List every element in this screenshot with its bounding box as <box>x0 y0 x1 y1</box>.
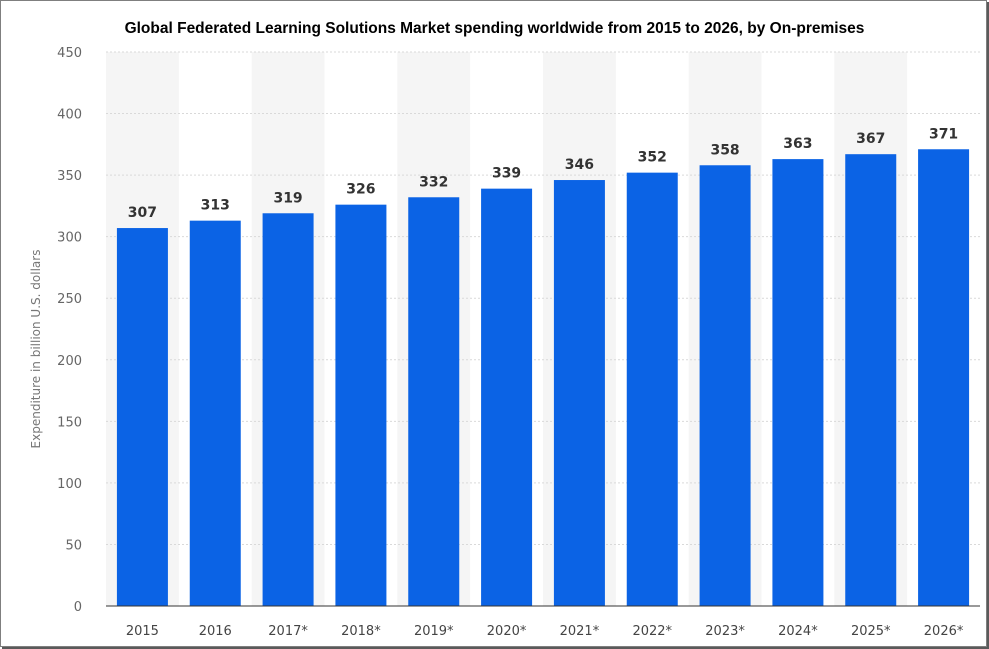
value-label: 371 <box>929 126 958 142</box>
x-tick-label: 2015 <box>126 624 159 639</box>
bar <box>408 197 460 606</box>
x-tick-label: 2018* <box>341 624 381 639</box>
y-tick-label: 350 <box>57 169 82 184</box>
value-label: 339 <box>492 166 521 182</box>
y-axis-ticks: 0 50 100 150 200 250 300 350 400 450 <box>57 46 82 615</box>
y-tick-label: 400 <box>57 108 82 123</box>
bar <box>262 213 314 606</box>
y-tick-label: 200 <box>57 354 82 369</box>
gridlines <box>106 51 980 545</box>
bar <box>626 172 678 606</box>
y-tick-label: 300 <box>57 231 82 246</box>
value-label: 363 <box>783 136 812 152</box>
x-tick-label: 2021* <box>560 624 600 639</box>
bar <box>335 204 387 606</box>
value-label: 326 <box>346 182 375 198</box>
value-label: 367 <box>856 131 885 147</box>
x-axis-ticks: 2015 2016 2017* 2018* 2019* 2020* 2021* 2022* 20… <box>126 624 964 639</box>
x-tick-label: 2024* <box>778 624 818 639</box>
value-label: 313 <box>201 198 230 214</box>
bar <box>699 165 751 607</box>
y-tick-label: 50 <box>65 538 82 553</box>
value-label: 307 <box>128 205 157 221</box>
x-tick-label: 2023* <box>705 624 745 639</box>
y-tick-label: 150 <box>57 415 82 430</box>
bar <box>845 154 897 606</box>
value-label: 352 <box>638 150 667 166</box>
value-label: 358 <box>710 142 739 158</box>
bar <box>481 188 533 607</box>
value-label: 319 <box>273 190 302 206</box>
bar <box>918 149 970 606</box>
value-labels: 307 313 319 326 332 339 346 352 358 363 367 371 <box>128 126 958 221</box>
y-tick-label: 100 <box>57 477 82 492</box>
x-tick-label: 2016 <box>199 624 232 639</box>
bar <box>772 159 824 606</box>
y-tick-label: 250 <box>57 292 82 307</box>
bar <box>116 228 168 606</box>
x-tick-label: 2017* <box>268 624 308 639</box>
x-tick-label: 2026* <box>924 624 964 639</box>
y-tick-label: 0 <box>74 600 82 615</box>
x-tick-label: 2022* <box>632 624 672 639</box>
chart-title: Global Federated Learning Solutions Mark… <box>124 20 865 37</box>
value-label: 346 <box>565 157 594 173</box>
y-axis-label: Expenditure in billion U.S. dollars <box>29 250 43 449</box>
bars <box>116 149 970 607</box>
value-label: 332 <box>419 174 448 190</box>
bar <box>189 220 241 606</box>
y-tick-label: 450 <box>57 46 82 61</box>
bar <box>553 180 605 606</box>
x-tick-label: 2020* <box>487 624 527 639</box>
x-tick-label: 2019* <box>414 624 454 639</box>
x-tick-label: 2025* <box>851 624 891 639</box>
